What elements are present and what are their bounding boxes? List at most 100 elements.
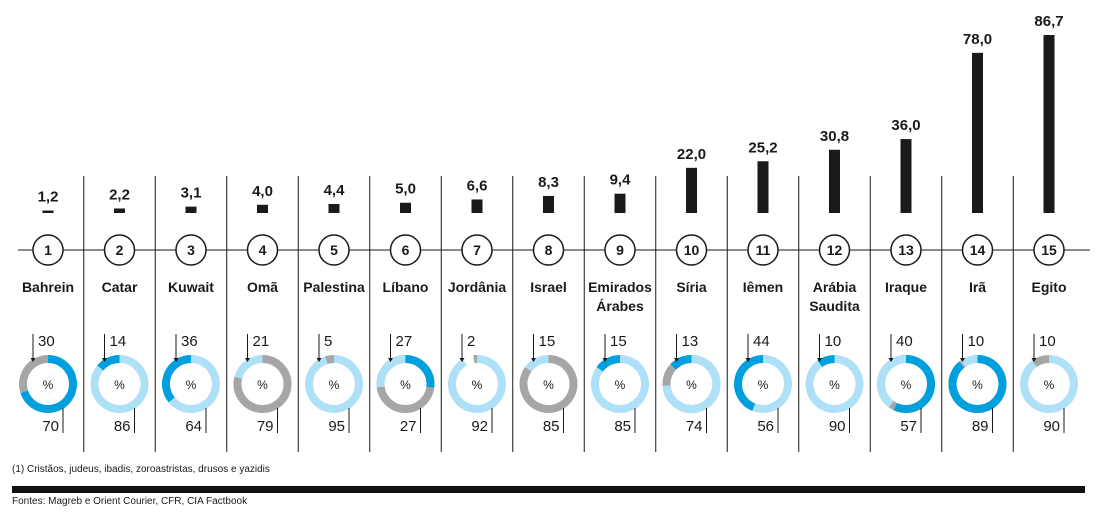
percent-sign: % (758, 378, 769, 392)
country-label: Egito (1032, 279, 1067, 295)
callout-arrow-top (459, 358, 465, 362)
donut-segment-bottom (662, 355, 721, 413)
callout-arrow-top (888, 358, 894, 362)
percent-bottom-value: 64 (185, 418, 202, 435)
donut-segment-bottom (1020, 355, 1078, 413)
rank-number: 3 (187, 242, 195, 258)
callout-arrow-top (745, 358, 751, 362)
rank-number: 9 (616, 242, 624, 258)
donut-segment-top (234, 355, 263, 380)
callout-arrow-top (960, 358, 965, 362)
percent-sign: % (114, 378, 125, 392)
percent-top-value: 15 (539, 333, 556, 350)
religion-population-chart: 1,21Bahrein%30702,22Catar%14863,13Kuwait… (18, 13, 1090, 452)
country-label: Arábia (813, 279, 857, 295)
donut-segment-top (960, 355, 978, 368)
country-label: Síria (676, 279, 707, 295)
percent-bottom-value: 90 (1043, 418, 1060, 435)
percent-sign: % (43, 378, 54, 392)
country-label: Iêmen (743, 279, 783, 295)
rank-number: 15 (1041, 242, 1057, 258)
percent-sign: % (1044, 378, 1055, 392)
percent-top-value: 10 (1039, 333, 1056, 350)
country-label: Saudita (809, 298, 860, 314)
donut-segment-bottom (405, 355, 435, 388)
percent-bottom-value: 89 (972, 418, 989, 435)
donut-segment-top (162, 355, 192, 403)
bar-value-label: 30,8 (820, 128, 849, 145)
rank-number: 10 (684, 242, 700, 258)
rank-number: 1 (44, 242, 52, 258)
donut-segment-top (596, 355, 621, 372)
bar (900, 139, 912, 213)
rank-circle (818, 234, 851, 266)
percent-sign: % (329, 378, 340, 392)
rank-circle (32, 234, 64, 266)
percent-top-value: 10 (968, 333, 985, 350)
percent-sign: % (901, 378, 912, 392)
bar (543, 195, 554, 213)
country-label: Irã (969, 279, 986, 295)
country-label: Árabes (596, 298, 644, 314)
percent-sign: % (615, 378, 626, 392)
country-label: Kuwait (168, 279, 214, 295)
donut-segment-bottom (448, 355, 506, 413)
donut-segment-top (97, 355, 120, 371)
bar-value-label: 6,6 (467, 177, 488, 194)
donut-segment-bottom (20, 355, 77, 413)
donut-segment-bottom (591, 355, 649, 413)
bar-value-label: 25,2 (748, 139, 777, 156)
bar (972, 52, 983, 214)
rank-number: 4 (259, 242, 267, 258)
country-label: Líbano (383, 279, 429, 295)
percent-sign: % (400, 378, 411, 392)
percent-bottom-value: 85 (543, 418, 560, 435)
rank-number: 13 (898, 242, 914, 258)
percent-sign: % (972, 378, 983, 392)
donut-segment-top (376, 355, 406, 388)
percent-top-value: 27 (396, 333, 413, 350)
bar (185, 206, 197, 213)
rank-circle (318, 234, 350, 266)
percent-sign: % (257, 378, 268, 392)
rank-circle (604, 234, 636, 266)
percent-bottom-value: 74 (686, 418, 703, 435)
callout-arrow-top (1031, 358, 1037, 362)
percent-top-value: 36 (181, 333, 198, 350)
percent-bottom-value: 79 (257, 418, 274, 435)
percent-bottom-value: 95 (328, 418, 345, 435)
donut-segment-bottom (90, 355, 149, 413)
callout-arrow-top (674, 358, 679, 362)
bar (114, 208, 125, 213)
percent-top-value: 10 (825, 333, 842, 350)
footnote: (1) Cristãos, judeus, ibadis, zoroastris… (12, 464, 270, 475)
bar (400, 202, 411, 213)
rank-number: 8 (545, 242, 553, 258)
country-label: Catar (102, 279, 138, 295)
percent-sign: % (186, 378, 197, 392)
bar (471, 199, 483, 213)
country-label: Bahrein (22, 279, 74, 295)
donut-segment-bottom (519, 355, 578, 413)
country-label: Israel (530, 279, 567, 295)
source-note: Fontes: Magreb e Orient Courier, CFR, CI… (12, 496, 248, 507)
rank-number: 6 (402, 242, 410, 258)
bar (257, 204, 268, 213)
donut-segment-bottom (893, 355, 935, 413)
rank-circle (961, 234, 994, 266)
bar-value-label: 4,4 (324, 182, 346, 199)
bar (757, 161, 769, 213)
donut-segment-top (525, 355, 549, 372)
percent-top-value: 44 (753, 333, 770, 350)
donut-segment-top (325, 354, 335, 365)
rank-circle (175, 234, 207, 266)
rank-circle (389, 234, 422, 266)
percent-top-value: 2 (467, 333, 475, 350)
bar-value-label: 2,2 (109, 186, 130, 203)
callout-arrow-top (531, 358, 536, 362)
rank-circle (461, 234, 493, 266)
rank-number: 7 (473, 242, 481, 258)
callout-arrow-top (173, 358, 179, 362)
bar-value-label: 4,0 (252, 183, 273, 200)
rank-circle (103, 234, 136, 266)
